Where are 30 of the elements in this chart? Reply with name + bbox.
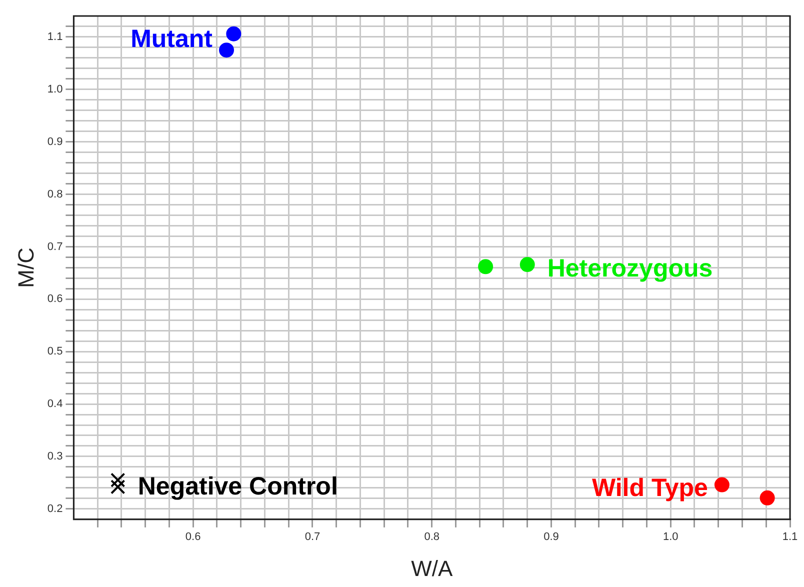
point [110,472,126,488]
point [226,26,242,42]
y-tick-label: 1.1 [47,31,63,44]
series-label: Negative Control [138,472,338,500]
y-tick-label: 0.5 [47,346,63,358]
y-tick-label: 1.0 [47,83,63,96]
x-tick-label: 0.6 [185,531,201,544]
y-tick-label: 0.3 [47,450,63,463]
point [478,259,494,274]
x-tick-label: 0.9 [544,531,559,544]
y-tick-label: 0.9 [47,136,63,148]
series-label: Mutant [130,24,214,53]
series-label: Heterozygous [547,254,713,282]
point [520,257,535,272]
y-tick-label: 0.8 [47,188,63,200]
point [110,480,126,494]
y-axis-title: M/C [13,247,38,288]
point [760,490,775,506]
x-tick-label: 0.7 [304,531,320,544]
x-axis-title: W/A [411,556,453,581]
y-tick-label: 0.7 [47,240,63,253]
y-tick-label: 0.2 [47,502,63,515]
point [219,42,234,58]
x-tick-label: 1.1 [782,531,798,544]
point [714,477,730,492]
y-tick-label: 0.4 [47,398,63,410]
x-tick-label: 0.8 [424,531,440,544]
series-label: Wild Type [592,474,708,502]
y-tick-label: 0.6 [47,293,63,306]
x-tick-label: 1.0 [662,531,678,544]
